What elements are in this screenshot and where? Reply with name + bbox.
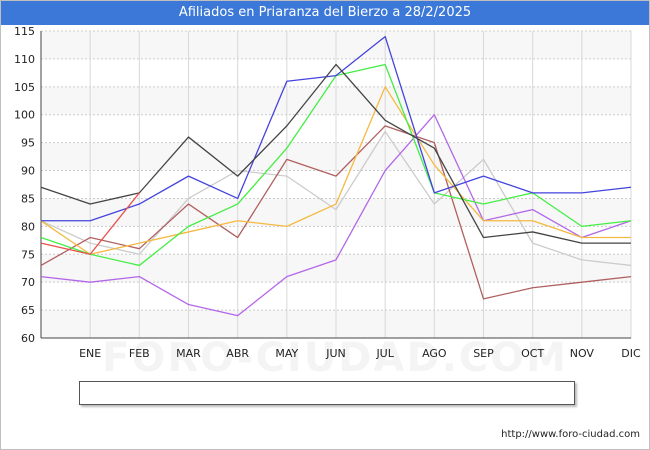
y-tick-label: 110 xyxy=(14,53,35,66)
x-tick-label: JUN xyxy=(325,347,346,360)
plot-area: 60 65 70 75 80 85 90 95 100 105 110 115 ENE FEB MAR ABR… xyxy=(14,25,641,360)
y-tick-label: 75 xyxy=(21,248,35,261)
x-tick-label: DIC xyxy=(621,347,641,360)
chart-title: Afiliados en Priaranza del Bierzo a 28/2… xyxy=(1,1,649,25)
y-tick-label: 105 xyxy=(14,81,35,94)
legend xyxy=(79,381,575,405)
x-tick-label: NOV xyxy=(570,347,595,360)
x-tick-label: MAY xyxy=(275,347,298,360)
y-tick-label: 95 xyxy=(21,137,35,150)
series-line-2021 xyxy=(40,86,631,255)
y-tick-label: 115 xyxy=(14,25,35,38)
y-tick-label: 90 xyxy=(21,165,35,178)
series-line-2020 xyxy=(40,114,632,317)
y-tick-label: 70 xyxy=(21,276,35,289)
y-tick-label: 100 xyxy=(14,109,35,122)
y-tick-label: 65 xyxy=(21,304,35,317)
series-line-2025 xyxy=(40,192,140,255)
y-tick-label: 80 xyxy=(21,220,35,233)
series-line-2023 xyxy=(41,35,632,222)
y-tick-label: 60 xyxy=(21,332,35,345)
series-line-2019 xyxy=(40,125,632,300)
x-tick-label: MAR xyxy=(176,347,201,360)
x-tick-label: AGO xyxy=(422,347,447,360)
x-tick-label: FEB xyxy=(129,347,150,360)
x-tick-label: ENE xyxy=(79,347,101,360)
x-tick-label: JUL xyxy=(375,347,394,360)
y-tick-label: 85 xyxy=(21,192,35,205)
x-tick-label: SEP xyxy=(473,347,494,360)
x-tick-label: ABR xyxy=(226,347,249,360)
source-credit: http://www.foro-ciudad.com xyxy=(501,429,640,440)
x-tick-label: OCT xyxy=(521,347,544,360)
series-layer xyxy=(40,35,632,317)
series-line-2018 xyxy=(40,130,632,267)
watermark: FORO-CIUDAD.COM xyxy=(102,335,568,381)
